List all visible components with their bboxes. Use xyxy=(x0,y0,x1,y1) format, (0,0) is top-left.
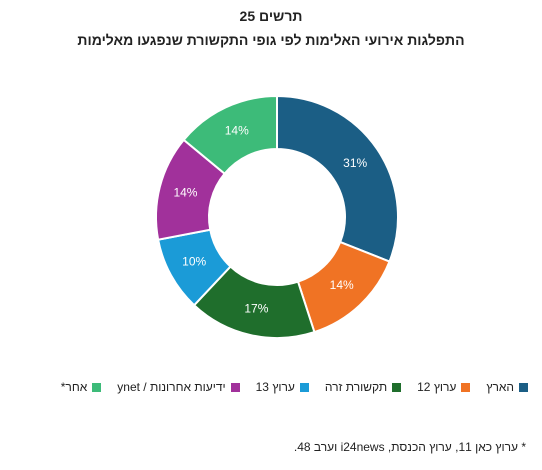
slice xyxy=(182,94,278,176)
legend-swatch xyxy=(461,382,471,392)
value-label: 14% xyxy=(330,278,354,292)
legend-swatch xyxy=(92,382,102,392)
legend-item: ערוץ 12 xyxy=(417,380,471,394)
legend-item: אחר* xyxy=(61,380,102,394)
legend-swatch xyxy=(299,382,309,392)
slice xyxy=(276,94,399,263)
legend-label: ערוץ 12 xyxy=(417,380,457,394)
legend-label: ידיעות אחרונות / ynet xyxy=(117,380,226,394)
value-label: 10% xyxy=(182,255,206,269)
legend-swatch xyxy=(392,382,402,392)
legend-label: אחר* xyxy=(60,380,88,394)
value-label: 14% xyxy=(225,124,249,138)
legend-item: ערוץ 13 xyxy=(256,380,309,394)
legend-label: ערוץ 13 xyxy=(255,380,295,394)
legend-label: הארץ xyxy=(486,380,514,394)
chart: 31% 14% 17% 10% 14% 14% xyxy=(155,94,399,339)
legend-swatch xyxy=(519,382,528,392)
chart-subtitle: התפלגות אירועי האלימות לפי גופי התקשורת … xyxy=(77,32,465,48)
chart-title: תרשים 25 xyxy=(239,8,303,24)
legend: הארץ ערוץ 12 תקשורת זרה ערוץ 13 ידיעות אחרונ… xyxy=(61,380,528,394)
value-label: 17% xyxy=(244,301,268,315)
legend-swatch xyxy=(230,382,240,392)
footnote: * ערוץ כאן 11, ערוץ הכנסת, i24news וערב … xyxy=(293,440,526,454)
legend-label: תקשורת זרה xyxy=(324,380,388,394)
legend-item: הארץ xyxy=(486,380,528,394)
legend-item: תקשורת זרה xyxy=(324,380,402,394)
legend-item: ידיעות אחרונות / ynet xyxy=(117,380,240,394)
value-label: 14% xyxy=(173,186,197,200)
value-label: 31% xyxy=(343,156,367,170)
